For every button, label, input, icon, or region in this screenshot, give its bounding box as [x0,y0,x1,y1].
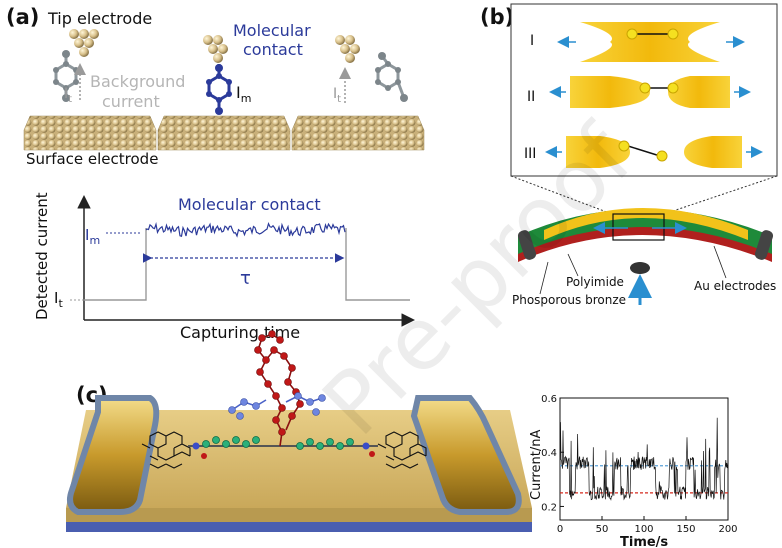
au-electrodes-label: Au electrodes [694,279,776,293]
graph-it-label: It [54,289,63,310]
clamp-left [517,230,537,260]
phosphor-label: Phosporous bronze [512,293,626,307]
au-electrodes [544,208,748,240]
molecular-contact-top-line1: Molecular [233,21,311,40]
molecular-contact-top-line2: contact [243,40,303,59]
im-label: Im [236,83,251,105]
row-label-3: III [524,146,536,162]
side-molecule [228,330,326,447]
zoom-region-box [612,213,665,241]
junction-2-left [570,76,650,108]
surface-electrode-3 [291,115,425,151]
tip-electrode-label: Tip electrode [47,9,152,28]
current-time-chart: 0 50 100 150 200 0.2 0.4 0.6 Time/s Current/nA [529,394,738,548]
surface-electrode-1 [23,115,157,151]
current-trace-graph: Detected current Capturing time Molecula… [33,192,415,342]
junction-3-right [684,136,742,168]
molecule-gray-left-atoms [53,50,79,102]
panel-a: (a) Tip electrode It [6,5,425,342]
molecule-blue-atoms [206,64,232,115]
polyimide-label: Polyimide [566,275,624,289]
current-trace-series [559,417,729,501]
au-right-label: Au [696,36,712,50]
electrode-left [67,395,160,515]
junction-3-left [566,136,630,168]
tip-electrode-middle [203,35,228,63]
y-tick-label: 0.2 [541,502,557,513]
x-tick-label: 0 [557,524,563,535]
it-label-right: It [333,86,341,105]
molecular-bridge [188,436,378,459]
au-left-label: Au [594,36,610,50]
molecule-gray-right [376,55,406,99]
graph-title: Molecular contact [178,195,321,214]
push-rod [630,262,650,274]
graph-im-label: Im [85,226,100,247]
row-label-2: II [527,89,535,105]
background-label-line1: Background [90,72,185,91]
row-label-1: I [530,33,534,49]
panel-c: (c) [66,330,738,548]
junction-1-electrodes [580,22,720,62]
surface-electrode-label: Surface electrode [26,150,158,168]
chart-xlabel: Time/s [620,535,668,548]
chip-base [66,522,532,532]
y-tick-label: 0.6 [541,394,557,405]
x-tick-label: 200 [718,524,737,535]
tau-label: τ [240,268,251,289]
tip-electrode-right [335,35,360,63]
x-tick-label: 50 [596,524,609,535]
y-tick-label: 0.4 [541,448,557,459]
graphene-left [141,431,191,469]
panel-b: (b) I Au Au II III [480,3,778,307]
graph-ylabel: Detected current [33,192,51,320]
junction-2-right [668,76,730,108]
tip-electrode-left [69,29,99,57]
x-tick-label: 150 [676,524,695,535]
background-label-line2: current [102,92,160,111]
panel-a-label: (a) [6,5,39,29]
panel-b-label: (b) [480,5,514,29]
background-current-trace [84,228,410,301]
surface-electrode-2 [157,115,291,151]
x-tick-label: 100 [634,524,653,535]
graphene-right [377,431,427,469]
it-label-left: It [64,86,72,105]
chip-side [66,508,532,522]
molecular-current-trace [145,221,346,238]
clamp-right [754,230,774,260]
molecule-gray-right-atoms [375,52,408,102]
chart-ylabel: Current/nA [529,430,544,500]
electrode-right [410,395,522,515]
